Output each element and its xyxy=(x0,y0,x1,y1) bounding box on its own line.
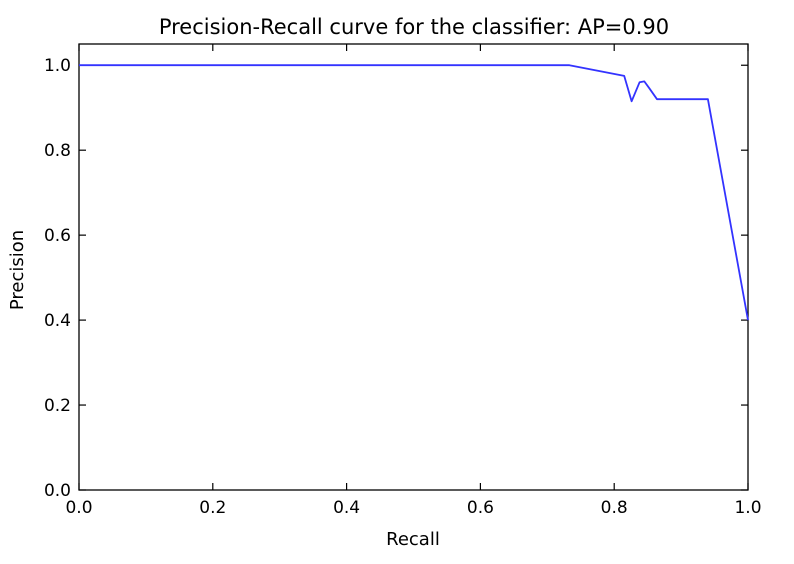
chart-title: Precision-Recall curve for the classifie… xyxy=(159,15,669,39)
y-tick-label: 1.0 xyxy=(44,56,71,76)
x-tick-label: 0.6 xyxy=(467,498,494,518)
x-axis-label: Recall xyxy=(386,529,440,550)
y-tick-label: 0.2 xyxy=(44,396,71,416)
plot-frame xyxy=(78,43,749,491)
y-tick-label: 0.6 xyxy=(44,226,71,246)
y-tick-label: 0.4 xyxy=(44,311,71,331)
x-tick-label: 1.0 xyxy=(734,498,761,518)
precision-recall-line xyxy=(79,64,749,321)
x-tick-label: 0.0 xyxy=(65,498,92,518)
y-tick-label: 0.0 xyxy=(44,481,71,501)
x-tick-label: 0.2 xyxy=(199,498,226,518)
x-tick-label: 0.8 xyxy=(601,498,628,518)
y-axis-label: Precision xyxy=(7,230,28,310)
plot-area: 0.0 0.2 0.4 0.6 0.8 1.0 0.0 0.2 0.4 0.6 0.8 1.0 xyxy=(44,43,762,518)
x-tick-label: 0.4 xyxy=(333,498,360,518)
y-tick-label: 0.8 xyxy=(44,141,71,161)
